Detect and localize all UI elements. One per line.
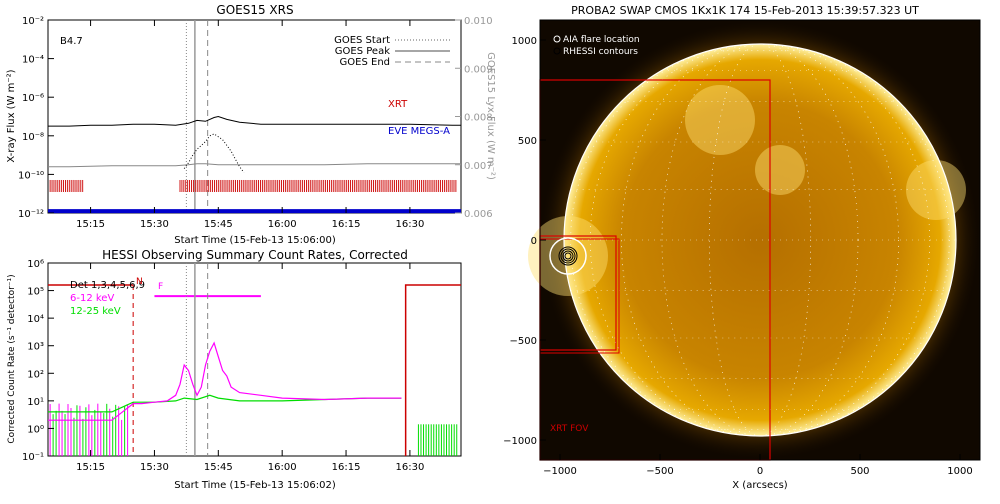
goes-y-tick-label: 10⁻² [22, 16, 44, 27]
swap-y-tick-label: −500 [510, 336, 537, 347]
hessi-x-tick-label: 15:30 [140, 462, 169, 473]
goes-flare-class: B4.7 [60, 36, 83, 47]
goes-legend-end: GOES End [340, 57, 390, 68]
swap-x-tick-label: −1000 [543, 466, 577, 477]
goes-y2-tick-label: 0.006 [464, 209, 493, 220]
hessi-y-tick-label: 10⁶ [27, 259, 44, 270]
goes-lyx-line [48, 163, 461, 168]
hessi-night-bracket-right [404, 284, 461, 456]
goes-y2label: GOES15 Lyx Flux (W m⁻²) [485, 52, 496, 180]
goes-y-tick-label: 10⁻⁴ [22, 55, 44, 66]
swap-y-tick-label: −1000 [503, 436, 537, 447]
goes-x-tick-label: 15:30 [140, 219, 169, 230]
goes-short-channel-line [183, 133, 245, 173]
hessi-y-tick-label: 10¹ [27, 397, 44, 408]
swap-y-tick-label: 1000 [512, 36, 537, 47]
hessi-x-tick-label: 15:15 [76, 462, 105, 473]
hessi-ylabel: Corrected Count Rate (s⁻¹ detector⁻¹) [7, 274, 17, 443]
swap-x-tick-label: −500 [646, 466, 673, 477]
goes-x-tick-label: 15:45 [204, 219, 233, 230]
hessi-legend-det: Det 1,3,4,5,6,9 [70, 280, 145, 291]
goes-xlabel: Start Time (15-Feb-13 15:06:00) [174, 235, 336, 246]
eve-label: EVE MEGS-A [388, 126, 450, 137]
swap-image-svg: PROBA2 SWAP CMOS 1Kx1K 174 15-Feb-2013 1… [503, 4, 981, 491]
goes-xrs-panel: GOES15 XRS B4.7 GOES Start GOES Peak GOE… [6, 3, 496, 246]
hessi-frame [47, 262, 462, 457]
aia-flare-location [549, 237, 587, 275]
hessi-y-tick-label: 10⁰ [27, 424, 44, 435]
grid-longitude [621, 43, 899, 437]
goes-x-tick-label: 16:15 [332, 219, 361, 230]
goes-long-channel-line [48, 115, 461, 127]
goes-ylabel: X-ray Flux (W m⁻²) [6, 69, 17, 162]
swap-xlabel: X (arcsecs) [732, 480, 788, 491]
goes-x-tick-label: 15:15 [76, 219, 105, 230]
hessi-night-label: N [136, 277, 143, 287]
rhessi-legend-symbol [553, 47, 561, 55]
rhessi-contour [564, 252, 572, 260]
xrt-fov-label: XRT FOV [550, 424, 589, 434]
goes-y-tick-label: 10⁻¹⁰ [18, 170, 44, 181]
goes-y2-tick-label: 0.007 [464, 161, 493, 172]
hessi-x-tick-label: 15:45 [204, 462, 233, 473]
hessi-y-tick-label: 10³ [27, 342, 44, 353]
rhessi-legend-label: RHESSI contours [563, 47, 638, 57]
goes-title: GOES15 XRS [216, 3, 293, 17]
left-charts: GOES15 XRS B4.7 GOES Start GOES Peak GOE… [6, 3, 496, 491]
swap-x-tick-label: 1000 [947, 466, 972, 477]
goes-y-tick-label: 10⁻⁸ [22, 132, 44, 143]
hessi-flare-label: F [158, 282, 163, 292]
swap-y-tick-label: 0 [531, 236, 537, 247]
goes-x-tick-label: 16:30 [395, 219, 424, 230]
swap-image-panel: PROBA2 SWAP CMOS 1Kx1K 174 15-Feb-2013 1… [500, 0, 1000, 500]
hessi-12-25kev-line [48, 394, 402, 413]
hessi-y-tick-label: 10⁵ [27, 287, 44, 298]
active-region [755, 145, 805, 195]
hessi-xlabel: Start Time (15-Feb-13 15:06:02) [174, 480, 336, 491]
aia-legend-symbol [553, 35, 561, 43]
swap-legend: AIA flare location RHESSI contours [553, 35, 640, 57]
xrt-coverage-bar [49, 179, 457, 192]
goes-legend-start: GOES Start [334, 35, 390, 46]
hessi-legend-high: 12-25 keV [70, 306, 121, 317]
goes-legend: GOES Start GOES Peak GOES End [334, 35, 450, 68]
hessi-y-tick-label: 10² [27, 369, 44, 380]
hessi-x-tick-label: 16:30 [395, 462, 424, 473]
hessi-legend-low: 6-12 keV [70, 293, 114, 304]
goes-y2-tick-label: 0.010 [464, 16, 493, 27]
hessi-panel: HESSI Observing Summary Count Rates, Cor… [7, 248, 462, 491]
swap-x-tick-label: 0 [757, 466, 763, 477]
hessi-x-tick-label: 16:00 [268, 462, 297, 473]
goes-y2-tick-label: 0.009 [464, 64, 493, 75]
hessi-x-tick-label: 16:15 [332, 462, 361, 473]
rhessi-contour [560, 248, 576, 264]
hessi-title: HESSI Observing Summary Count Rates, Cor… [102, 248, 408, 262]
grid-longitude [661, 43, 859, 437]
swap-y-tick-label: 500 [518, 136, 537, 147]
hessi-6-12kev-line [48, 341, 402, 421]
rhessi-contour [558, 246, 578, 266]
hessi-y-tick-label: 10⁴ [27, 314, 44, 325]
hessi-y-tick-label: 10⁻¹ [22, 452, 44, 463]
xrt-label: XRT [388, 99, 408, 110]
active-region [685, 85, 755, 155]
active-region [906, 160, 966, 220]
aia-legend-label: AIA flare location [563, 35, 640, 45]
grid-longitude [589, 43, 931, 437]
rhessi-contour [562, 250, 574, 262]
grid-longitude [570, 43, 950, 437]
swap-x-tick-label: 500 [850, 466, 869, 477]
goes-y-tick-label: 10⁻⁶ [22, 93, 44, 104]
swap-title: PROBA2 SWAP CMOS 1Kx1K 174 15-Feb-2013 1… [571, 4, 919, 17]
goes-legend-peak: GOES Peak [335, 46, 390, 57]
heliographic-grid [564, 43, 956, 437]
goes-y2-tick-label: 0.008 [464, 113, 493, 124]
goes-x-tick-label: 16:00 [268, 219, 297, 230]
sun-disk [564, 44, 956, 436]
goes-y-tick-label: 10⁻¹² [18, 209, 44, 220]
